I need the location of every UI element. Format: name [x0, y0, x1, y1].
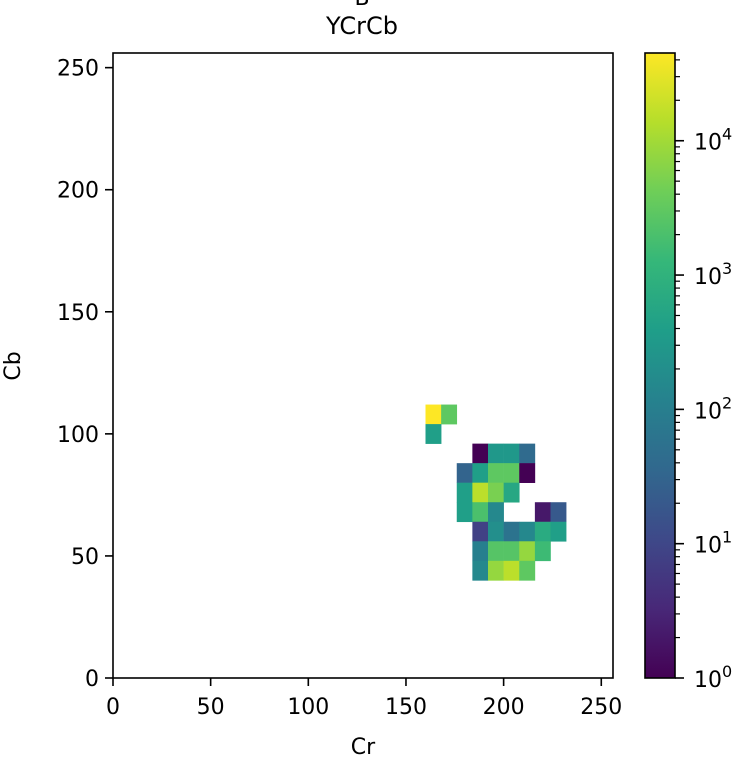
heatmap-cell	[503, 521, 520, 542]
x-axis-ticks: 0 50 100 150 200 250	[106, 678, 622, 720]
chart-title-cut: B	[354, 0, 369, 11]
colorbar-tick-label: 101	[694, 528, 732, 559]
colorbar-tick-label: 102	[694, 393, 732, 424]
heatmap-cell	[456, 482, 473, 503]
heatmap-cell	[472, 463, 489, 483]
x-axis-label: Cr	[351, 735, 376, 760]
heatmap-cell	[488, 482, 504, 503]
heatmap-cell	[519, 521, 536, 542]
heatmap-cell	[503, 560, 520, 581]
y-tick-label: 100	[57, 423, 99, 448]
y-tick-label: 200	[57, 179, 99, 204]
heatmap-cell	[519, 560, 536, 581]
chart-title: YCrCb	[325, 12, 398, 40]
y-tick-label: 250	[57, 57, 99, 82]
x-tick-label: 200	[483, 695, 525, 720]
y-tick-label: 150	[57, 301, 99, 326]
x-tick-label: 250	[580, 695, 622, 720]
heatmap-cell	[488, 541, 504, 562]
heatmap-cell	[534, 502, 551, 523]
x-tick-label: 50	[197, 695, 225, 720]
heatmap-cell	[519, 541, 536, 562]
heatmap-cell	[472, 521, 489, 542]
heatmap-cell	[550, 502, 567, 523]
heatmap-cell	[503, 541, 520, 562]
heatmap-cell	[488, 463, 504, 483]
colorbar-tick-label: 100	[694, 662, 732, 693]
x-tick-label: 0	[106, 695, 120, 720]
heatmap-cell	[519, 463, 536, 483]
y-axis-ticks: 0 50 100 150 200 250	[57, 57, 113, 692]
heatmap-cell	[456, 463, 473, 483]
heatmap-cell	[488, 560, 504, 581]
heatmap-cell	[472, 560, 489, 581]
heatmap-cell	[519, 443, 536, 464]
heatmap-cell	[425, 424, 442, 444]
colorbar-tick-label: 104	[694, 125, 732, 156]
x-tick-label: 100	[287, 695, 329, 720]
heatmap-cell	[472, 541, 489, 562]
heatmap-cell	[534, 521, 551, 542]
colorbar-ticks: 100 101 102 103 104	[675, 59, 732, 693]
heatmap-cell	[425, 404, 442, 425]
y-tick-label: 50	[71, 545, 99, 570]
heatmap-cell	[534, 541, 551, 562]
colorbar	[644, 52, 676, 679]
heatmap-cell	[472, 502, 489, 523]
y-axis-label: Cb	[1, 351, 26, 380]
heatmap-cell	[456, 502, 473, 523]
heatmap-cell	[472, 443, 489, 464]
x-tick-label: 150	[385, 695, 427, 720]
heatmap-cell	[503, 463, 520, 483]
heatmap-cell	[503, 443, 520, 464]
heatmap-cell	[503, 482, 520, 503]
heatmap-cell	[441, 404, 458, 425]
heatmap-cell	[488, 502, 504, 523]
heatmap-cell	[488, 443, 504, 464]
y-tick-label: 0	[85, 667, 99, 692]
colorbar-tick-label: 103	[694, 259, 732, 290]
plot-frame	[112, 52, 614, 679]
heatmap-cell	[472, 482, 489, 503]
heatmap-cell	[488, 521, 504, 542]
heatmap-cell	[550, 521, 567, 542]
heatmap-cells	[425, 404, 567, 581]
